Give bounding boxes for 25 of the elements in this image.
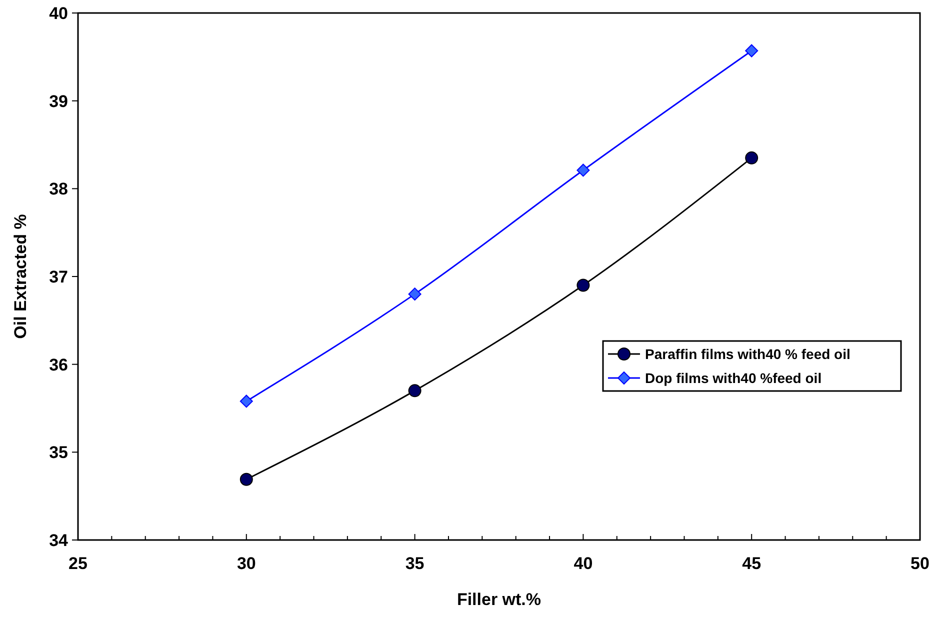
x-axis-title: Filler wt.% [456, 590, 542, 609]
legend-label: Paraffin films with40 % feed oil [645, 346, 850, 362]
y-tick-label: 37 [49, 267, 68, 286]
y-tick-label: 39 [49, 92, 68, 111]
y-tick-label: 35 [49, 443, 68, 462]
point [240, 394, 253, 408]
point [408, 288, 422, 301]
point [745, 151, 758, 164]
x-tick-label: 35 [405, 554, 424, 573]
legend-label: Dop films with40 %feed oil [645, 370, 822, 386]
y-axis-title: Oil Extracted % [11, 214, 30, 339]
point [576, 278, 590, 292]
x-tick-label: 30 [236, 554, 256, 573]
x-tick-label: 25 [68, 554, 88, 573]
y-tick-label: 38 [49, 180, 68, 199]
x-tick-label: 45 [742, 554, 762, 573]
y-tick-label: 40 [49, 4, 68, 23]
x-tick-label: 50 [910, 554, 930, 573]
point [240, 472, 253, 486]
y-tick-label: 36 [49, 355, 68, 374]
point [745, 44, 758, 58]
x-tick-label: 40 [574, 554, 593, 573]
y-tick-label: 34 [49, 530, 69, 550]
point [576, 164, 590, 177]
point [408, 384, 422, 398]
